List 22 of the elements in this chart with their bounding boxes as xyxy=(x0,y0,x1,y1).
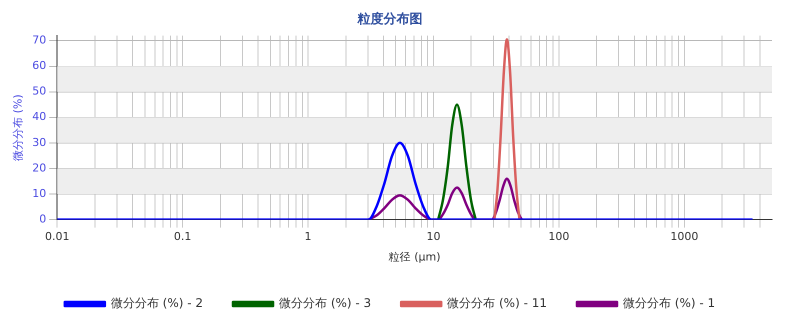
x-tick-label: 100 xyxy=(548,230,570,244)
y-tick-label: 40 xyxy=(32,110,46,124)
y-tick-label: 50 xyxy=(32,84,46,98)
y-tick-label: 30 xyxy=(32,136,46,149)
y-tick-label: 20 xyxy=(32,161,46,174)
x-tick-label: 1000 xyxy=(670,230,698,244)
legend-label: 微分分布 (%) - 1 xyxy=(622,296,716,310)
y-tick-label: 60 xyxy=(32,59,46,72)
x-tick-label: 10 xyxy=(426,230,440,244)
x-tick-label: 0.1 xyxy=(174,230,192,244)
x-tick-label: 0.01 xyxy=(44,230,70,244)
y-axis-title: 微分分布 (%) xyxy=(11,94,24,161)
chart-title: 粒度分布图 xyxy=(356,11,422,28)
y-tick-label: 70 xyxy=(32,34,46,47)
legend-label: 微分分布 (%) - 11 xyxy=(447,296,547,310)
y-tick-label: 10 xyxy=(32,186,46,200)
legend-label: 微分分布 (%) - 2 xyxy=(110,296,204,310)
x-axis-title: 粒径 (μm) xyxy=(388,250,440,264)
x-tick-label: 1 xyxy=(304,230,312,244)
legend-label: 微分分布 (%) - 3 xyxy=(279,296,372,310)
y-tick-label: 0 xyxy=(39,212,46,226)
line-series xyxy=(493,38,521,220)
